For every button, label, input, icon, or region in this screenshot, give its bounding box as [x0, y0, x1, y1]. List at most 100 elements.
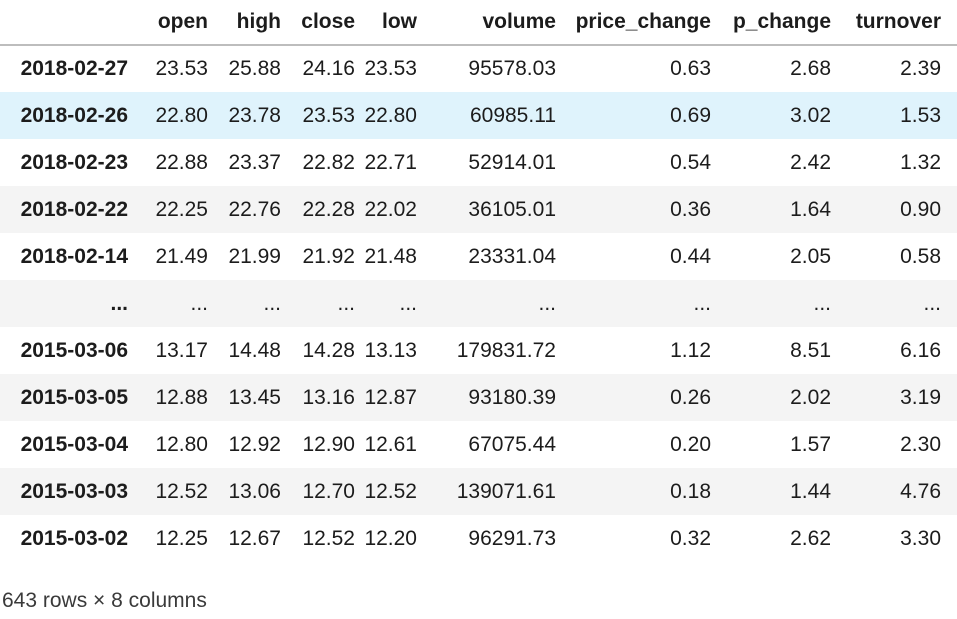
table-cell: 0.58 [900, 244, 941, 268]
row-index-label: 2015-03-06 [20, 338, 128, 362]
table-cell: 2.42 [790, 150, 831, 174]
column-header-low: low [355, 0, 417, 46]
table-cell: 22.80 [364, 103, 417, 127]
row-index-label: ... [110, 291, 128, 315]
table-cell: 12.90 [302, 432, 355, 456]
column-header-close: close [281, 0, 355, 46]
table-cell: 0.18 [670, 479, 711, 503]
column-header-high: high [208, 0, 281, 46]
table-cell: 12.92 [228, 432, 281, 456]
column-header-turnover: turnover [831, 0, 957, 46]
table-cell: ... [923, 291, 941, 315]
table-row: 2018-02-14 21.49 21.99 21.92 21.48 23331.04 0… [0, 233, 957, 280]
table-cell: 23331.04 [468, 244, 556, 268]
table-cell: 2.62 [790, 526, 831, 550]
table-cell: 1.12 [670, 338, 711, 362]
table-cell: 12.52 [155, 479, 208, 503]
table-cell: 12.52 [364, 479, 417, 503]
dataframe-table: open high close low volume price_change p_chan… [0, 0, 957, 562]
row-index-label: 2018-02-23 [20, 150, 128, 174]
table-cell: 0.69 [670, 103, 711, 127]
column-header-p_change: p_change [711, 0, 831, 46]
table-cell: 2.39 [900, 57, 941, 80]
table-row: 2018-02-23 22.88 23.37 22.82 22.71 52914.01 0… [0, 139, 957, 186]
table-cell: 1.44 [790, 479, 831, 503]
table-cell: 6.16 [900, 338, 941, 362]
table-cell: 1.32 [900, 150, 941, 174]
table-cell: 1.64 [790, 197, 831, 221]
table-cell: ... [399, 291, 417, 315]
column-header-price_change: price_change [556, 0, 711, 46]
table-cell: 21.92 [302, 244, 355, 268]
table-cell: ... [190, 291, 208, 315]
table-cell: 13.45 [228, 385, 281, 409]
row-index-label: 2015-03-03 [20, 479, 128, 503]
table-cell: 12.20 [364, 526, 417, 550]
table-header: open high close low volume price_change p_chan… [0, 0, 957, 46]
table-cell: 3.02 [790, 103, 831, 127]
table-cell: 67075.44 [468, 432, 556, 456]
table-cell: 12.70 [302, 479, 355, 503]
table-cell: 2.30 [900, 432, 941, 456]
table-cell: 12.80 [155, 432, 208, 456]
table-cell: 1.57 [790, 432, 831, 456]
table-cell: 14.28 [302, 338, 355, 362]
row-index-label: 2018-02-27 [20, 57, 128, 80]
table-row: 2015-03-06 13.17 14.48 14.28 13.13 179831.72… [0, 327, 957, 374]
table-row: ... ........................ [0, 280, 957, 327]
table-row: 2015-03-05 12.88 13.45 13.16 12.87 93180.39 0… [0, 374, 957, 421]
table-row: 2018-02-26 22.80 23.78 23.53 22.80 60985.11 0… [0, 92, 957, 139]
table-cell: ... [813, 291, 831, 315]
table-cell: 23.37 [228, 150, 281, 174]
table-cell: 8.51 [790, 338, 831, 362]
table-cell: 12.87 [364, 385, 417, 409]
table-body: 2018-02-27 23.53 25.88 24.16 23.53 95578.03 0… [0, 45, 957, 562]
row-index-label: 2015-03-05 [20, 385, 128, 409]
table-cell: 179831.72 [456, 338, 556, 362]
row-index-label: 2018-02-26 [20, 103, 128, 127]
table-cell: 36105.01 [468, 197, 556, 221]
table-cell: 12.25 [155, 526, 208, 550]
table-cell: 22.02 [364, 197, 417, 221]
table-cell: 12.88 [155, 385, 208, 409]
table-cell: 12.61 [364, 432, 417, 456]
table-cell: 22.25 [155, 197, 208, 221]
table-cell: 22.76 [228, 197, 281, 221]
table-cell: 23.53 [364, 57, 417, 80]
table-cell: 24.16 [302, 57, 355, 80]
table-cell: ... [538, 291, 556, 315]
table-cell: 52914.01 [468, 150, 556, 174]
table-cell: 13.06 [228, 479, 281, 503]
table-cell: 12.67 [228, 526, 281, 550]
table-cell: ... [693, 291, 711, 315]
table-cell: 23.78 [228, 103, 281, 127]
table-row: 2018-02-22 22.25 22.76 22.28 22.02 36105.01 0… [0, 186, 957, 233]
table-cell: 1.53 [900, 103, 941, 127]
table-cell: 4.76 [900, 479, 941, 503]
table-cell: 23.53 [302, 103, 355, 127]
table-cell: 139071.61 [456, 479, 556, 503]
table-cell: 21.48 [364, 244, 417, 268]
table-cell: 0.26 [670, 385, 711, 409]
table-cell: 2.02 [790, 385, 831, 409]
row-index-label: 2015-03-02 [20, 526, 128, 550]
column-header-volume: volume [417, 0, 556, 46]
table-row: 2015-03-03 12.52 13.06 12.70 12.52 139071.61… [0, 468, 957, 515]
table-cell: 21.49 [155, 244, 208, 268]
dataframe-shape-summary: 643 rows × 8 columns [2, 589, 207, 612]
table-cell: 0.36 [670, 197, 711, 221]
table-cell: 3.19 [900, 385, 941, 409]
table-cell: 0.63 [670, 57, 711, 80]
table-cell: 96291.73 [468, 526, 556, 550]
table-cell: 14.48 [228, 338, 281, 362]
table-cell: 2.68 [790, 57, 831, 80]
table-cell: 3.30 [900, 526, 941, 550]
row-index-label: 2018-02-14 [20, 244, 128, 268]
table-cell: 13.13 [364, 338, 417, 362]
table-row: 2015-03-02 12.25 12.67 12.52 12.20 96291.73 0… [0, 515, 957, 562]
index-corner-cell [0, 0, 128, 46]
row-index-label: 2015-03-04 [20, 432, 128, 456]
table-cell: 22.88 [155, 150, 208, 174]
table-cell: 23.53 [155, 57, 208, 80]
